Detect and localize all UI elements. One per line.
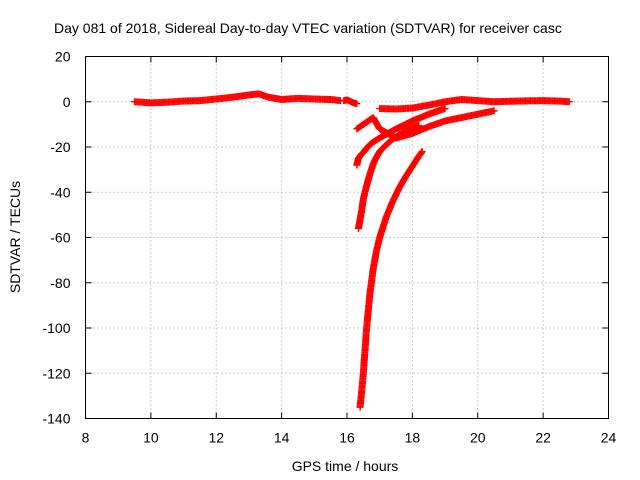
- y-tick-label: -60: [50, 230, 70, 246]
- series-dip-b: [353, 105, 449, 169]
- y-tick-label: 20: [55, 49, 71, 65]
- y-tick-label: -80: [50, 275, 70, 291]
- y-tick-label: -40: [50, 184, 70, 200]
- series-baseline-gap: [340, 96, 361, 108]
- x-tick-label: 20: [470, 430, 486, 446]
- x-tick-label: 18: [405, 430, 421, 446]
- x-axis-title: GPS time / hours: [292, 458, 399, 474]
- y-tick-label: -140: [42, 411, 70, 427]
- data-point: [418, 148, 426, 156]
- series-baseline-early: [131, 90, 344, 107]
- y-tick-label: -20: [50, 139, 70, 155]
- plot-frame: [85, 56, 609, 419]
- x-tick-label: 24: [601, 430, 617, 446]
- data-point: [353, 100, 361, 108]
- y-axis-title: SDTVAR / TECUs: [7, 181, 23, 293]
- data-points: [131, 90, 573, 411]
- chart-title: Day 081 of 2018, Sidereal Day-to-day VTE…: [54, 20, 562, 36]
- y-tick-label: -120: [42, 365, 70, 381]
- data-point: [565, 98, 573, 106]
- series-dip-d: [356, 148, 426, 411]
- x-tick-label: 16: [339, 430, 355, 446]
- series-dip-a: [353, 107, 498, 142]
- x-tick-label: 12: [208, 430, 224, 446]
- data-point: [490, 107, 498, 115]
- x-tick-label: 14: [274, 430, 290, 446]
- grid-lines: [85, 56, 609, 419]
- y-tick-label: 0: [63, 94, 71, 110]
- series-dip-c: [354, 122, 423, 232]
- data-point: [418, 148, 426, 156]
- x-tick-label: 8: [82, 430, 90, 446]
- x-tick-label: 10: [143, 430, 159, 446]
- y-tick-label: -100: [42, 320, 70, 336]
- x-tick-label: 22: [535, 430, 551, 446]
- data-point: [415, 122, 423, 130]
- data-point: [441, 105, 449, 113]
- series-baseline-late: [376, 95, 573, 113]
- axis-ticks: 8 10 12 14 16 18 20 22 24 -140 -120 -100 -80 -60 -40 -2…: [42, 49, 616, 446]
